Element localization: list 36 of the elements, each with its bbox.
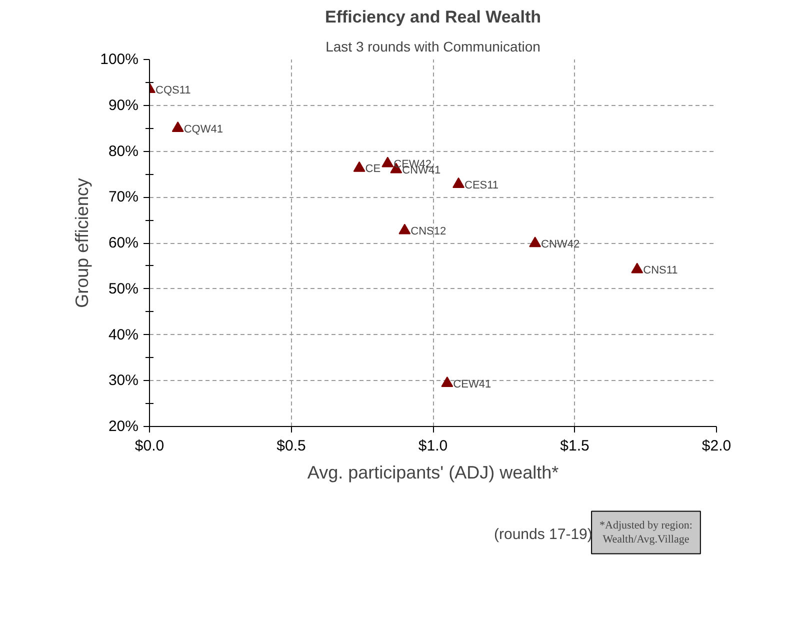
y-tick-label: 20%	[108, 418, 139, 435]
annotation: CEW41	[453, 378, 492, 390]
y-tick-label: 40%	[108, 326, 139, 344]
point	[382, 156, 394, 168]
annotation: CQS11	[156, 84, 191, 96]
chart-subtitle: Last 3 rounds with Communication	[326, 38, 540, 54]
x-tick-label: $0.5	[276, 438, 306, 454]
x-tick-label: $1.5	[560, 438, 590, 454]
annotation: CNW42	[541, 238, 580, 250]
x-tick-label: $0.0	[134, 438, 164, 454]
y-tick-label: 50%	[108, 280, 139, 298]
y-tick-label: 100%	[100, 51, 139, 68]
annotation: CNW41	[402, 164, 441, 177]
x-tick-label: $2.0	[702, 438, 732, 454]
y-tick-label: 30%	[108, 372, 139, 390]
y-tick-label: 60%	[108, 234, 139, 252]
point	[529, 236, 542, 248]
y-tick-label: 70%	[108, 188, 139, 206]
point	[398, 224, 411, 234]
annotation: CE	[365, 163, 381, 176]
annotation: CES11	[464, 179, 499, 192]
annotation: CQW41	[184, 123, 223, 136]
point	[172, 121, 184, 132]
annotation: CNS12	[410, 226, 446, 238]
point	[353, 161, 366, 172]
x-tick-label: $1.0	[418, 438, 448, 454]
y-tick-label: 90%	[108, 96, 139, 114]
point	[631, 262, 644, 274]
point	[441, 376, 454, 388]
x-axis-title: Avg. participants' (ADJ) wealth*	[307, 462, 559, 482]
point	[452, 177, 465, 188]
y-tick-label: 80%	[108, 142, 139, 160]
text: *Adjusted by region: Wealth/Avg.Village	[600, 519, 692, 546]
chart-title: Efficiency and Real Wealth	[324, 8, 542, 26]
annotation: CNS11	[643, 264, 678, 277]
y-axis-title: Group efficiency	[72, 178, 92, 308]
